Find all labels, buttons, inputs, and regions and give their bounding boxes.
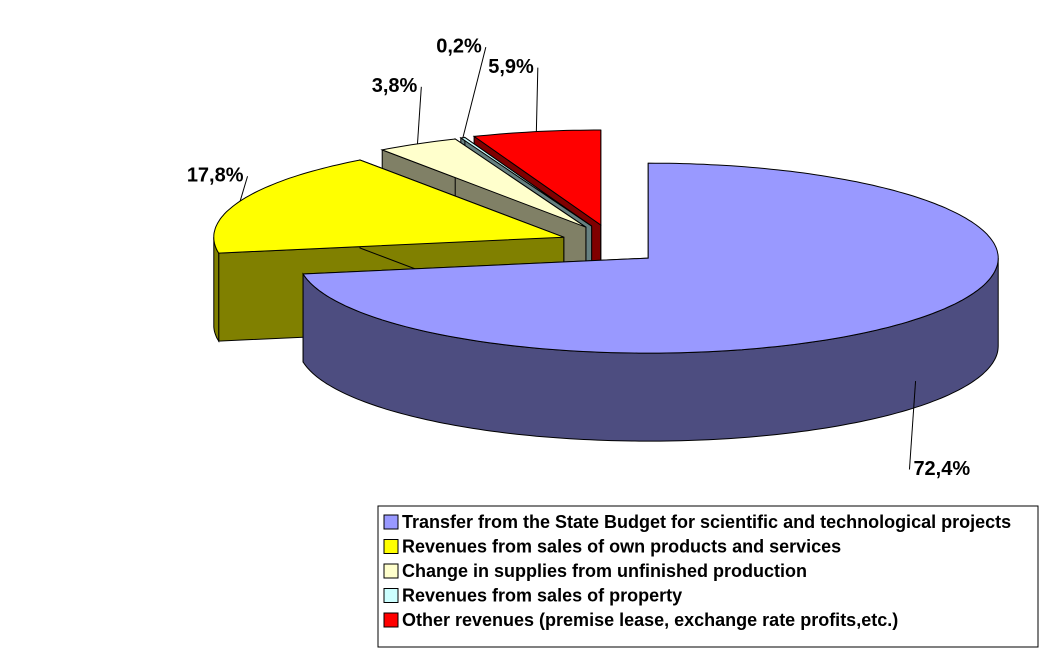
- slice-top: [380, 138, 587, 228]
- data-label: 0,2%: [436, 35, 482, 57]
- leader-line: [239, 176, 249, 202]
- legend-swatch: [383, 612, 399, 628]
- legend-label: Transfer from the State Budget for scien…: [402, 512, 1011, 532]
- legend-label: Other revenues (premise lease, exchange …: [402, 610, 898, 630]
- legend-box: [377, 505, 1039, 648]
- slice-top: [302, 162, 999, 354]
- legend-label: Revenues from sales of own products and …: [402, 536, 841, 556]
- data-label: 17,8%: [187, 165, 244, 187]
- slice: [302, 162, 999, 442]
- legend-swatch: [383, 514, 399, 530]
- legend-label: Change in supplies from unfinished produ…: [402, 561, 807, 581]
- data-label: 72,4%: [913, 458, 970, 480]
- leader-line: [462, 47, 487, 138]
- legend-swatch: [383, 563, 399, 579]
- leader-line: [908, 381, 917, 470]
- data-label: 3,8%: [372, 75, 418, 97]
- data-label: 5,9%: [488, 56, 534, 78]
- legend-swatch: [383, 539, 399, 554]
- leader-line: [416, 86, 422, 144]
- leader-line: [535, 67, 539, 132]
- slice-top: [213, 159, 564, 254]
- legend-label: Revenues from sales of property: [402, 585, 682, 605]
- legend-swatch: [383, 588, 399, 603]
